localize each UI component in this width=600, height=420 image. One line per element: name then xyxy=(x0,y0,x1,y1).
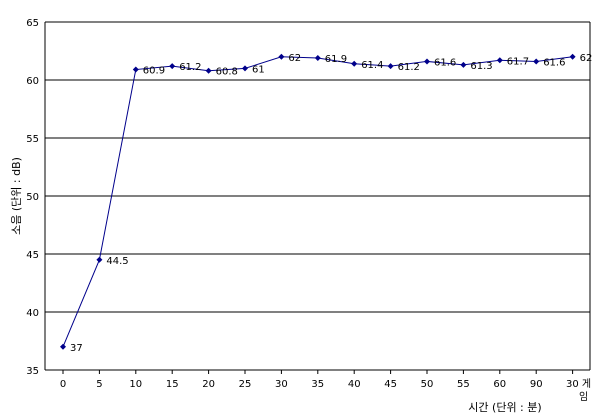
y-tick-label: 55 xyxy=(26,134,39,145)
data-point xyxy=(351,60,358,67)
data-point xyxy=(242,65,248,72)
x-tick-label: 40 xyxy=(348,379,361,390)
y-axis-title: 소음 (단위 : dB) xyxy=(10,157,23,235)
x-tick-label: 60 xyxy=(493,379,506,390)
x-tick-label: 15 xyxy=(166,379,179,390)
x-axis-title: 시간 (단위 : 분) xyxy=(468,401,541,414)
y-tick-labels: 35 40 45 50 55 60 65 xyxy=(26,18,39,377)
data-point xyxy=(569,53,576,60)
series-line xyxy=(62,56,573,347)
data-label: 61.6 xyxy=(543,57,565,68)
data-label: 60.9 xyxy=(143,66,165,77)
y-tick-label: 50 xyxy=(26,192,39,203)
x-tick-label: 50 xyxy=(421,379,434,390)
x-tick-label: 30 xyxy=(275,379,288,390)
series xyxy=(60,53,576,350)
x-tick-label: 5 xyxy=(96,379,102,390)
x-tick-label: 90 xyxy=(530,379,543,390)
data-point xyxy=(314,54,321,61)
data-point xyxy=(169,63,176,70)
y-tick-label: 60 xyxy=(26,76,39,87)
data-label: 61.2 xyxy=(398,62,420,73)
axes xyxy=(44,21,591,374)
data-label: 61.7 xyxy=(507,56,529,67)
data-point xyxy=(424,58,430,65)
y-tick-label: 45 xyxy=(26,250,39,261)
gridlines xyxy=(45,21,590,371)
data-point xyxy=(460,61,467,68)
data-label: 61.3 xyxy=(470,61,492,72)
x-tick-label: 0 xyxy=(60,379,66,390)
data-point xyxy=(387,63,394,70)
data-point xyxy=(205,67,212,74)
data-label: 61.4 xyxy=(361,60,383,71)
data-point xyxy=(60,343,66,350)
data-label: 61 xyxy=(252,64,265,75)
data-point xyxy=(278,53,285,60)
x-tick-label: 35 xyxy=(311,379,324,390)
x-tick-labels: 0 5 10 15 20 25 30 35 40 45 50 55 60 90 30 게임 xyxy=(60,378,591,403)
x-tick-label: 25 xyxy=(239,379,252,390)
data-label: 61.2 xyxy=(179,62,201,73)
data-label: 61.6 xyxy=(434,57,456,68)
data-label: 62 xyxy=(288,53,301,64)
y-tick-label: 65 xyxy=(26,18,39,29)
data-label: 61.9 xyxy=(325,54,347,65)
x-tick-label: 10 xyxy=(129,379,142,390)
y-tick-label: 40 xyxy=(26,308,39,319)
x-tick-label: 45 xyxy=(384,379,397,390)
data-point xyxy=(132,66,139,73)
x-tick-label: 30 게 xyxy=(566,378,591,390)
y-tick-label: 35 xyxy=(26,366,39,377)
data-labels: 37 44.5 60.9 61.2 60.8 61 62 61.9 61.4 61.2 61.6 61… xyxy=(70,53,592,354)
data-point xyxy=(96,256,103,263)
data-label: 60.8 xyxy=(216,67,238,78)
data-label: 44.5 xyxy=(106,256,128,267)
x-tick-label: 55 xyxy=(457,379,470,390)
x-tick-label-line2: 임 xyxy=(579,390,588,403)
data-label: 62 xyxy=(580,53,593,64)
data-point xyxy=(533,58,540,65)
data-point xyxy=(496,57,503,64)
x-tick-label: 20 xyxy=(202,379,215,390)
data-label: 37 xyxy=(70,343,83,354)
